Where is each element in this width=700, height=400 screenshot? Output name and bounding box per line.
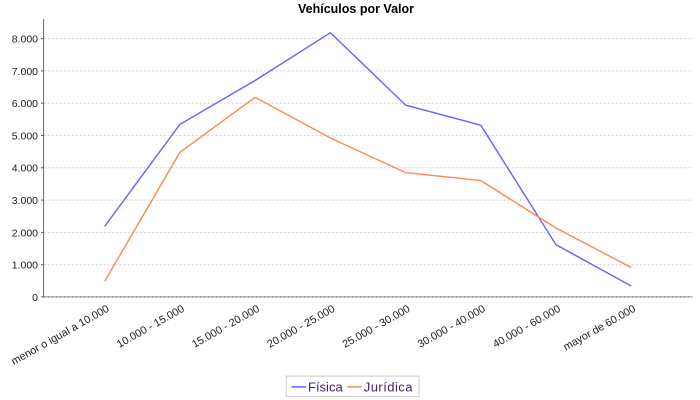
svg-text:Física: Física bbox=[308, 380, 343, 395]
svg-text:4.000: 4.000 bbox=[12, 163, 38, 175]
svg-text:6.000: 6.000 bbox=[12, 98, 38, 110]
svg-text:0: 0 bbox=[32, 292, 38, 304]
svg-text:Vehículos por Valor: Vehículos por Valor bbox=[298, 2, 414, 16]
svg-text:5.000: 5.000 bbox=[12, 130, 38, 142]
svg-text:1.000: 1.000 bbox=[12, 260, 38, 272]
svg-text:8.000: 8.000 bbox=[12, 34, 38, 46]
svg-text:7.000: 7.000 bbox=[12, 66, 38, 78]
svg-text:2.000: 2.000 bbox=[12, 227, 38, 239]
svg-text:3.000: 3.000 bbox=[12, 195, 38, 207]
svg-text:Jurídica: Jurídica bbox=[364, 380, 413, 395]
